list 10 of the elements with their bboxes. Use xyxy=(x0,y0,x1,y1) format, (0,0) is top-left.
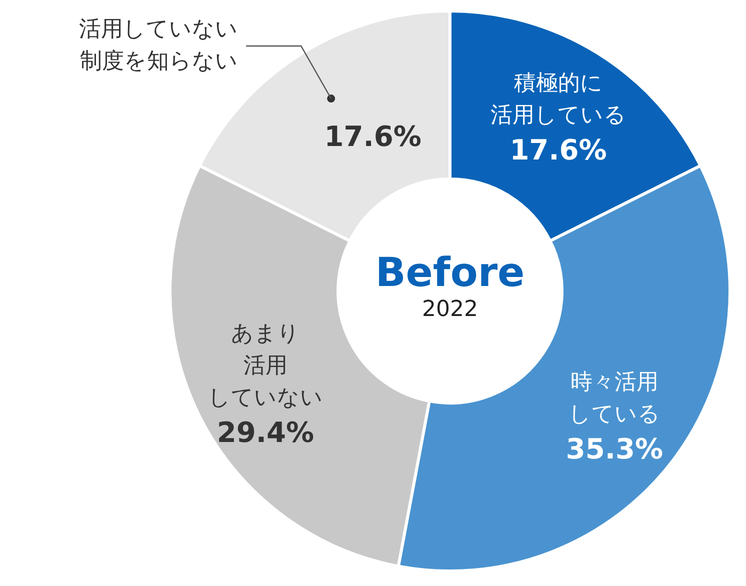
text: Before xyxy=(374,250,526,296)
slice-label: 時々活用している xyxy=(568,370,660,428)
data-label: 35.3% xyxy=(566,432,664,466)
data-label: 17.6% xyxy=(510,133,607,166)
slice-label: 積極的に活用している xyxy=(490,70,626,128)
data-label: 29.4% xyxy=(216,416,314,450)
slice-label: 活用していない制度を知らない xyxy=(79,17,238,74)
slice-label: あまり活用していない xyxy=(208,322,323,411)
data-label: 17.6% xyxy=(324,120,422,154)
text: 2022 xyxy=(421,296,479,324)
